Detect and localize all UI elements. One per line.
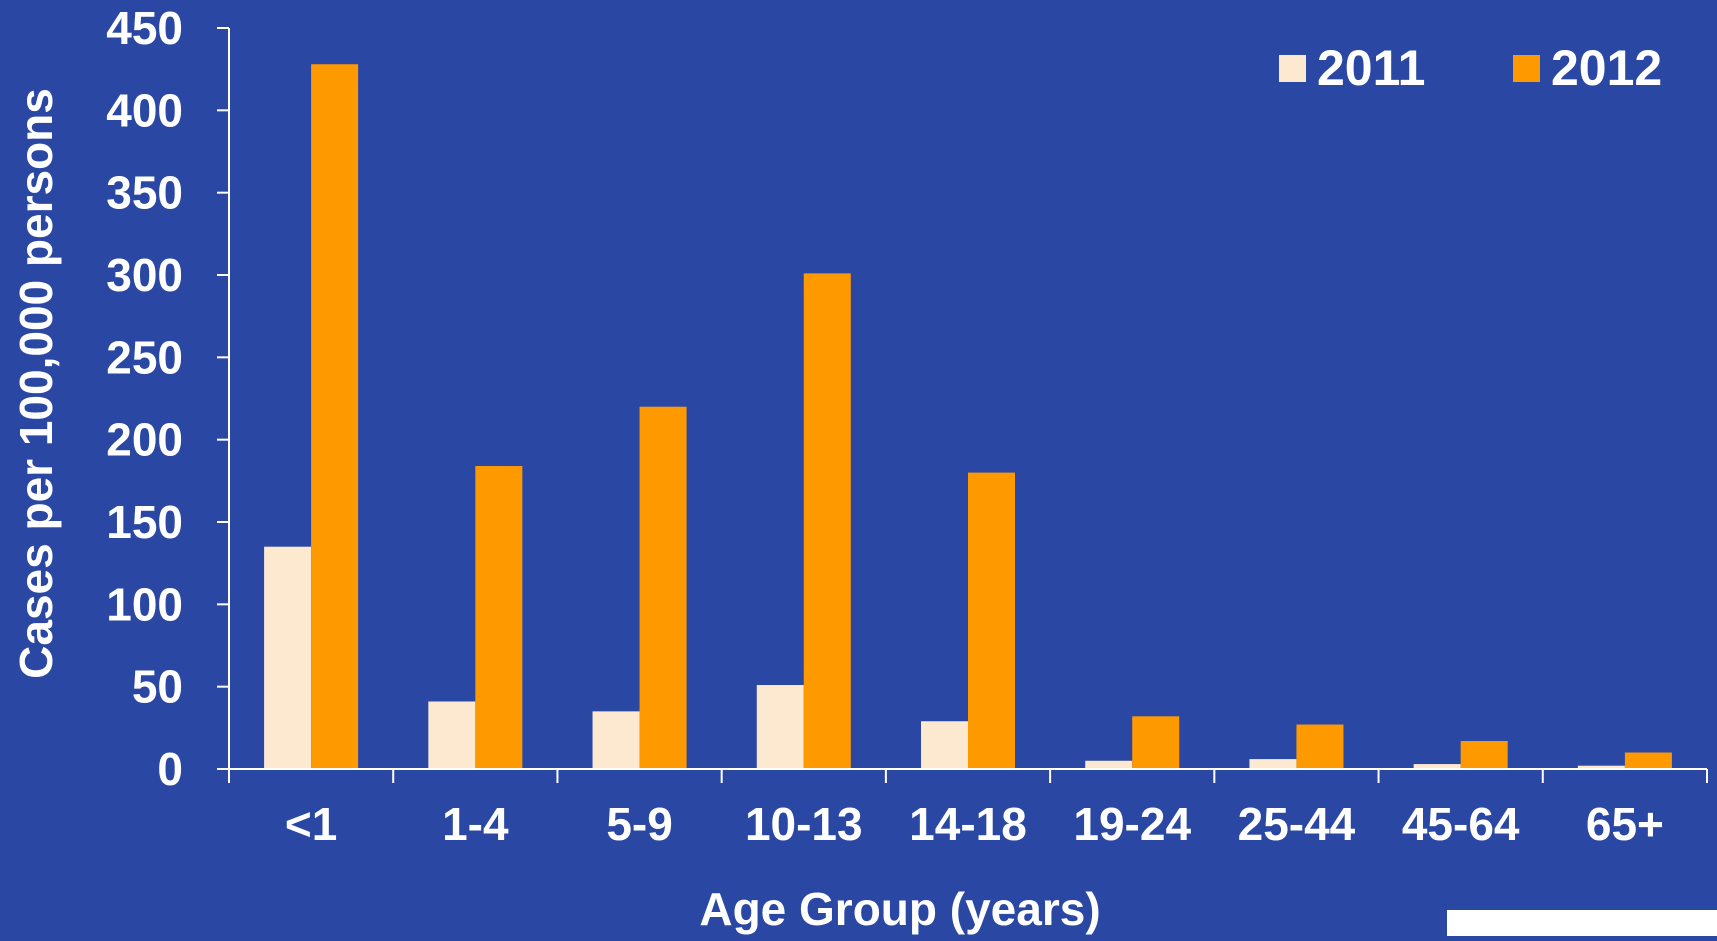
y-ticks: 0 50 100 150 200 250 300 350 400 450 — [106, 2, 229, 795]
y-tick-label: 0 — [157, 743, 183, 795]
legend-swatch-2012 — [1513, 55, 1540, 82]
y-tick-label: 300 — [106, 249, 183, 301]
bar-2011-19-24 — [1085, 760, 1133, 769]
x-tick-label: 10-13 — [745, 798, 863, 850]
y-tick-label: 50 — [132, 661, 183, 713]
x-tick-label: 19-24 — [1073, 798, 1191, 850]
bar-2012-10-13 — [803, 273, 851, 769]
y-tick-label: 400 — [106, 84, 183, 136]
bar-2012-19-24 — [1132, 716, 1180, 769]
bar-2012-14-18 — [968, 472, 1015, 769]
y-tick-label: 200 — [106, 414, 183, 466]
bar-2012-45-64 — [1460, 741, 1508, 769]
bar-2011-5-9 — [592, 711, 640, 769]
x-axis-label: Age Group (years) — [699, 883, 1100, 935]
x-tick-label: 5-9 — [606, 798, 672, 850]
x-ticks: <1 1-4 5-9 10-13 14-18 19-24 25-44 45-64 65+ — [228, 769, 1708, 850]
y-tick-label: 250 — [106, 331, 183, 383]
x-tick-label: 65+ — [1586, 798, 1664, 850]
logo-fragment — [1447, 910, 1717, 936]
bar-2011-45-64 — [1413, 764, 1461, 769]
legend-label-2012: 2012 — [1551, 40, 1662, 96]
y-axis-label: Cases per 100,000 persons — [10, 88, 62, 679]
bars-layer — [264, 64, 1672, 769]
legend-swatch-2011 — [1279, 55, 1306, 82]
legend: 2011 2012 — [1279, 40, 1662, 96]
y-tick-label: 350 — [106, 167, 183, 219]
bar-2012-65+ — [1624, 752, 1672, 769]
y-tick-label: 100 — [106, 578, 183, 630]
x-tick-label: 14-18 — [909, 798, 1027, 850]
x-tick-label: 45-64 — [1402, 798, 1520, 850]
x-tick-label: 25-44 — [1238, 798, 1356, 850]
bar-2011-14-18 — [921, 721, 968, 769]
bar-2011-1-4 — [428, 701, 476, 769]
bar-2012-1-4 — [475, 466, 523, 769]
axes-layer — [228, 28, 1707, 770]
bar-2012-<1 — [311, 64, 359, 769]
x-tick-label: <1 — [285, 798, 337, 850]
x-tick-label: 1-4 — [442, 798, 509, 850]
bar-2011-65+ — [1577, 765, 1625, 769]
bar-2011-10-13 — [756, 685, 804, 769]
bar-2012-5-9 — [639, 406, 687, 769]
y-tick-label: 450 — [106, 2, 183, 54]
bar-2012-25-44 — [1296, 724, 1344, 769]
y-tick-label: 150 — [106, 496, 183, 548]
legend-label-2011: 2011 — [1317, 40, 1425, 96]
bar-2011-<1 — [264, 546, 312, 769]
bar-2011-25-44 — [1249, 759, 1297, 769]
